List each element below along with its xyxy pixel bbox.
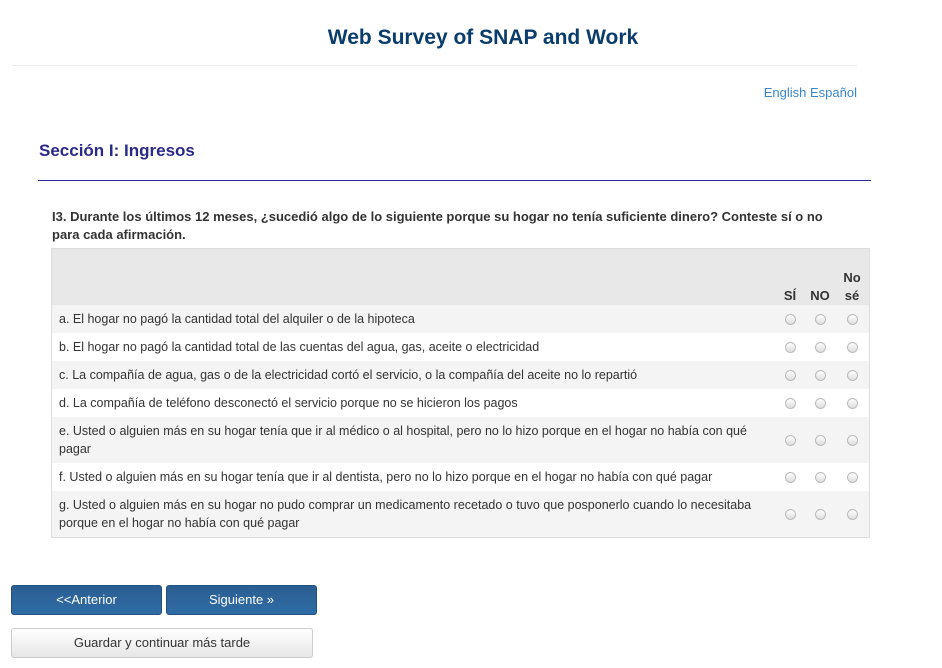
section-title: Sección I: Ingresos [39, 141, 195, 160]
radio-si[interactable] [784, 435, 796, 447]
radio-cell [775, 333, 805, 361]
table-row: f. Usted o alguien más en su hogar tenía… [51, 463, 870, 491]
table-row: a. El hogar no pagó la cantidad total de… [51, 305, 870, 333]
column-header-no-se: No sé [835, 248, 870, 305]
radio-cell [835, 305, 870, 333]
radio-no-se[interactable] [846, 472, 858, 484]
radio-cell [775, 417, 805, 463]
question-grid: SÍ NO No sé a. El hogar no pagó la cantid… [51, 248, 870, 538]
radio-cell [775, 491, 805, 538]
page-title: Web Survey of SNAP and Work [327, 26, 639, 49]
radio-no-se[interactable] [846, 398, 858, 410]
radio-no-se[interactable] [846, 342, 858, 354]
radio-no[interactable] [814, 472, 826, 484]
table-row: b. El hogar no pagó la cantidad total de… [51, 333, 870, 361]
english-link[interactable]: English [763, 85, 807, 100]
table-row: g. Usted o alguien más en su hogar no pu… [51, 491, 870, 538]
table-row: c. La compañía de agua, gas o de la elec… [51, 361, 870, 389]
column-header-no: NO [805, 248, 835, 305]
radio-cell [835, 333, 870, 361]
item-label: b. El hogar no pagó la cantidad total de… [51, 333, 775, 361]
section-divider [38, 180, 871, 181]
next-button[interactable]: Siguiente » [166, 585, 317, 615]
radio-cell [805, 305, 835, 333]
radio-cell [805, 389, 835, 417]
language-switcher: English Español [764, 85, 857, 100]
save-later-button[interactable]: Guardar y continuar más tarde [11, 628, 313, 658]
radio-cell [805, 361, 835, 389]
radio-no[interactable] [814, 398, 826, 410]
column-header-si: SÍ [775, 248, 805, 305]
radio-no-se[interactable] [846, 435, 858, 447]
radio-si[interactable] [784, 342, 796, 354]
item-label: c. La compañía de agua, gas o de la elec… [51, 361, 775, 389]
radio-no[interactable] [814, 342, 826, 354]
radio-cell [835, 389, 870, 417]
radio-cell [775, 305, 805, 333]
radio-cell [775, 361, 805, 389]
radio-si[interactable] [784, 314, 796, 326]
header-blank [51, 248, 775, 305]
divider [12, 65, 857, 66]
previous-button[interactable]: <<Anterior [11, 585, 162, 615]
radio-no[interactable] [814, 435, 826, 447]
radio-cell [805, 463, 835, 491]
radio-no-se[interactable] [846, 314, 858, 326]
radio-si[interactable] [784, 472, 796, 484]
radio-cell [805, 491, 835, 538]
question-text: I3. Durante los últimos 12 meses, ¿suced… [52, 209, 823, 242]
item-label: f. Usted o alguien más en su hogar tenía… [51, 463, 775, 491]
radio-no-se[interactable] [846, 370, 858, 382]
radio-cell [835, 361, 870, 389]
radio-cell [775, 389, 805, 417]
radio-no[interactable] [814, 509, 826, 521]
item-label: g. Usted o alguien más en su hogar no pu… [51, 491, 775, 538]
radio-cell [805, 333, 835, 361]
table-row: d. La compañía de teléfono desconectó el… [51, 389, 870, 417]
radio-cell [835, 463, 870, 491]
item-label: e. Usted o alguien más en su hogar tenía… [51, 417, 775, 463]
radio-cell [775, 463, 805, 491]
radio-cell [835, 491, 870, 538]
radio-si[interactable] [784, 370, 796, 382]
radio-no[interactable] [814, 370, 826, 382]
item-label: a. El hogar no pagó la cantidad total de… [51, 305, 775, 333]
radio-si[interactable] [784, 509, 796, 521]
spanish-link[interactable]: Español [810, 85, 857, 100]
radio-si[interactable] [784, 398, 796, 410]
item-label: d. La compañía de teléfono desconectó el… [51, 389, 775, 417]
radio-cell [835, 417, 870, 463]
radio-cell [805, 417, 835, 463]
table-row: e. Usted o alguien más en su hogar tenía… [51, 417, 870, 463]
radio-no[interactable] [814, 314, 826, 326]
radio-no-se[interactable] [846, 509, 858, 521]
